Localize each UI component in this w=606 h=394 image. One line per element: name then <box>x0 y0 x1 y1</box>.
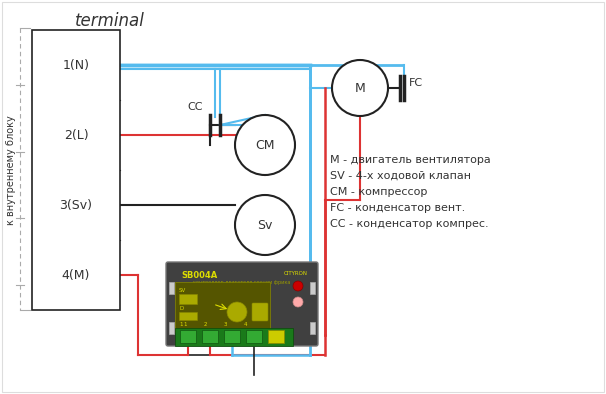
Bar <box>268 330 284 343</box>
Bar <box>224 330 240 343</box>
Circle shape <box>235 115 295 175</box>
Text: 3(Sv): 3(Sv) <box>59 199 93 212</box>
Text: М: М <box>355 82 365 95</box>
Bar <box>169 322 174 334</box>
Text: Sv: Sv <box>258 219 273 232</box>
Text: FC: FC <box>409 78 423 88</box>
Text: SV: SV <box>179 288 186 293</box>
Circle shape <box>293 281 303 291</box>
Circle shape <box>332 60 388 116</box>
Text: 1: 1 <box>183 322 187 327</box>
Bar <box>175 328 293 346</box>
Text: terminal: terminal <box>75 12 145 30</box>
Bar <box>202 330 218 343</box>
Bar <box>32 30 120 310</box>
Bar <box>246 330 262 343</box>
FancyBboxPatch shape <box>166 262 318 346</box>
Text: СС: СС <box>187 102 203 112</box>
Text: CITYRON: CITYRON <box>284 271 308 276</box>
Text: 1(N): 1(N) <box>62 58 90 71</box>
Text: СМ - компрессор: СМ - компрессор <box>330 187 427 197</box>
Text: 2: 2 <box>203 322 207 327</box>
Text: 2(L): 2(L) <box>64 128 88 141</box>
Bar <box>310 282 315 294</box>
Bar <box>179 312 197 320</box>
Circle shape <box>227 302 247 322</box>
Text: SV - 4-х ходовой клапан: SV - 4-х ходовой клапан <box>330 171 471 181</box>
Circle shape <box>293 297 303 307</box>
Text: М - двигатель вентилятора: М - двигатель вентилятора <box>330 155 491 165</box>
Bar <box>180 330 196 343</box>
Text: СС - конденсатор компрес.: СС - конденсатор компрес. <box>330 219 488 229</box>
Text: D: D <box>179 306 183 311</box>
Bar <box>175 282 270 332</box>
Bar <box>179 294 197 304</box>
Text: FC - конденсатор вент.: FC - конденсатор вент. <box>330 203 465 213</box>
Circle shape <box>235 195 295 255</box>
Text: 3: 3 <box>223 322 227 327</box>
Text: 4(M): 4(M) <box>62 268 90 281</box>
Text: контроллер двигателя секции фрика: контроллер двигателя секции фрика <box>193 280 291 285</box>
Bar <box>310 322 315 334</box>
Text: к внутреннему блоку: к внутреннему блоку <box>6 115 16 225</box>
Text: SB004A: SB004A <box>182 271 218 280</box>
Text: СМ: СМ <box>255 139 275 152</box>
Text: 4: 4 <box>243 322 247 327</box>
Bar <box>169 282 174 294</box>
Text: 1: 1 <box>179 322 182 327</box>
FancyBboxPatch shape <box>252 303 268 321</box>
